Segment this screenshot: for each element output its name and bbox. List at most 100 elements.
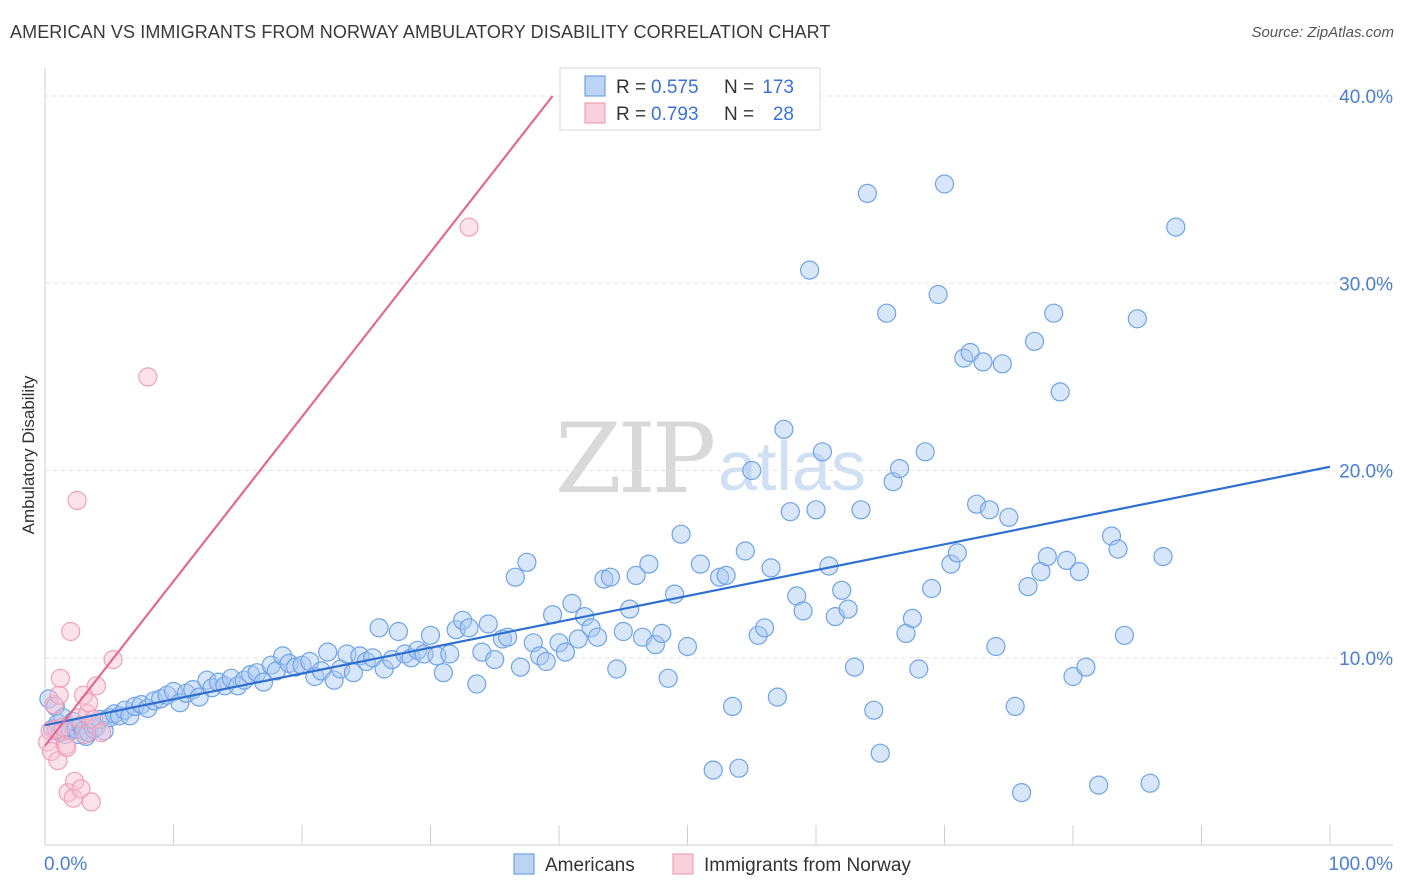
- data-point: [453, 610, 473, 630]
- data-point: [420, 625, 441, 645]
- data-point: [1050, 382, 1070, 402]
- data-point: [748, 625, 768, 645]
- data-point: [568, 629, 588, 649]
- legend-n-label-1: N =: [724, 77, 754, 98]
- data-point: [607, 659, 627, 679]
- trend-line-americans: [44, 465, 1331, 727]
- data-point: [1005, 696, 1025, 717]
- data-point: [555, 642, 576, 662]
- data-point: [780, 502, 800, 522]
- data-point: [652, 623, 672, 644]
- legend-r-value-1: 0.575: [651, 77, 699, 98]
- data-point: [562, 593, 582, 614]
- data-point: [793, 601, 813, 621]
- data-point: [844, 657, 865, 677]
- data-point: [677, 636, 698, 657]
- x-tick-min: 0.0%: [44, 854, 87, 875]
- data-point: [690, 554, 711, 574]
- data-point: [709, 567, 730, 587]
- bottom-legend: Americans Immigrants from Norway: [513, 853, 911, 876]
- data-point: [536, 651, 556, 672]
- data-point: [138, 367, 158, 387]
- trend-lines: [44, 95, 1331, 747]
- data-point: [67, 490, 87, 511]
- data-point: [947, 543, 967, 563]
- data-point: [671, 524, 691, 544]
- x-tick-max: 100.0%: [1329, 854, 1394, 875]
- legend-swatch-americans: [584, 75, 606, 97]
- data-point: [517, 552, 537, 572]
- data-point: [1114, 625, 1135, 645]
- data-point: [57, 737, 77, 758]
- data-point: [478, 614, 498, 634]
- top-legend: R = 0.575 N = 173 R = 0.793 N = 28: [559, 67, 821, 131]
- data-point: [1108, 539, 1128, 559]
- data-point: [742, 460, 762, 481]
- data-point: [799, 260, 820, 280]
- data-point: [838, 599, 858, 619]
- data-point: [75, 724, 95, 745]
- data-point: [658, 668, 678, 688]
- watermark-atlas: atlas: [718, 427, 866, 505]
- data-point: [1024, 331, 1045, 351]
- data-point: [324, 670, 344, 690]
- data-point: [433, 663, 453, 683]
- data-point: [767, 687, 788, 707]
- data-point: [774, 419, 794, 439]
- data-point: [1063, 666, 1083, 687]
- data-point: [722, 696, 743, 717]
- legend-n-value-2: 28: [773, 104, 794, 125]
- data-point: [49, 685, 69, 705]
- trend-line-norway: [44, 95, 554, 747]
- bottom-legend-norway: Immigrants from Norway: [704, 855, 911, 876]
- data-point: [318, 642, 338, 662]
- data-point: [902, 608, 923, 629]
- data-point: [999, 507, 1019, 527]
- data-point: [1089, 775, 1109, 795]
- gridlines: [45, 95, 1393, 659]
- data-point: [1140, 773, 1160, 793]
- data-point: [81, 792, 101, 812]
- data-point: [48, 751, 68, 771]
- data-point: [600, 567, 621, 587]
- data-point: [549, 633, 569, 653]
- bottom-swatch-americans: [513, 853, 535, 875]
- data-point: [1069, 561, 1090, 582]
- data-point: [934, 174, 955, 194]
- legend-n-label-2: N =: [724, 104, 754, 125]
- data-point: [703, 760, 723, 780]
- data-point: [909, 659, 929, 679]
- data-point: [921, 578, 942, 599]
- data-point: [459, 217, 479, 237]
- data-point: [1056, 550, 1077, 571]
- data-point: [729, 758, 749, 778]
- data-point: [505, 567, 525, 587]
- data-point: [459, 618, 479, 638]
- data-point: [1044, 303, 1064, 323]
- legend-swatch-norway: [584, 102, 606, 124]
- data-point: [1076, 657, 1096, 677]
- data-point: [273, 646, 293, 666]
- axes: [44, 68, 1393, 846]
- bottom-legend-americans: Americans: [545, 855, 635, 876]
- data-point: [485, 649, 505, 670]
- y-tick-label: 20.0%: [1339, 462, 1393, 483]
- data-point: [1166, 217, 1186, 237]
- data-point: [1127, 309, 1147, 329]
- data-point: [877, 303, 897, 323]
- bottom-swatch-norway: [672, 853, 694, 875]
- data-point: [870, 743, 890, 763]
- legend-n-value-1: 173: [762, 77, 794, 98]
- data-point: [86, 676, 107, 696]
- data-point: [639, 554, 659, 574]
- data-point: [44, 694, 64, 715]
- data-point: [71, 779, 91, 799]
- y-axis-label: Ambulatory Disability: [19, 375, 38, 534]
- data-point: [864, 700, 884, 720]
- data-point: [467, 674, 487, 694]
- data-point: [716, 565, 736, 586]
- data-point: [626, 565, 646, 586]
- chart-title: AMERICAN VS IMMIGRANTS FROM NORWAY AMBUL…: [10, 22, 831, 42]
- data-point: [915, 442, 935, 462]
